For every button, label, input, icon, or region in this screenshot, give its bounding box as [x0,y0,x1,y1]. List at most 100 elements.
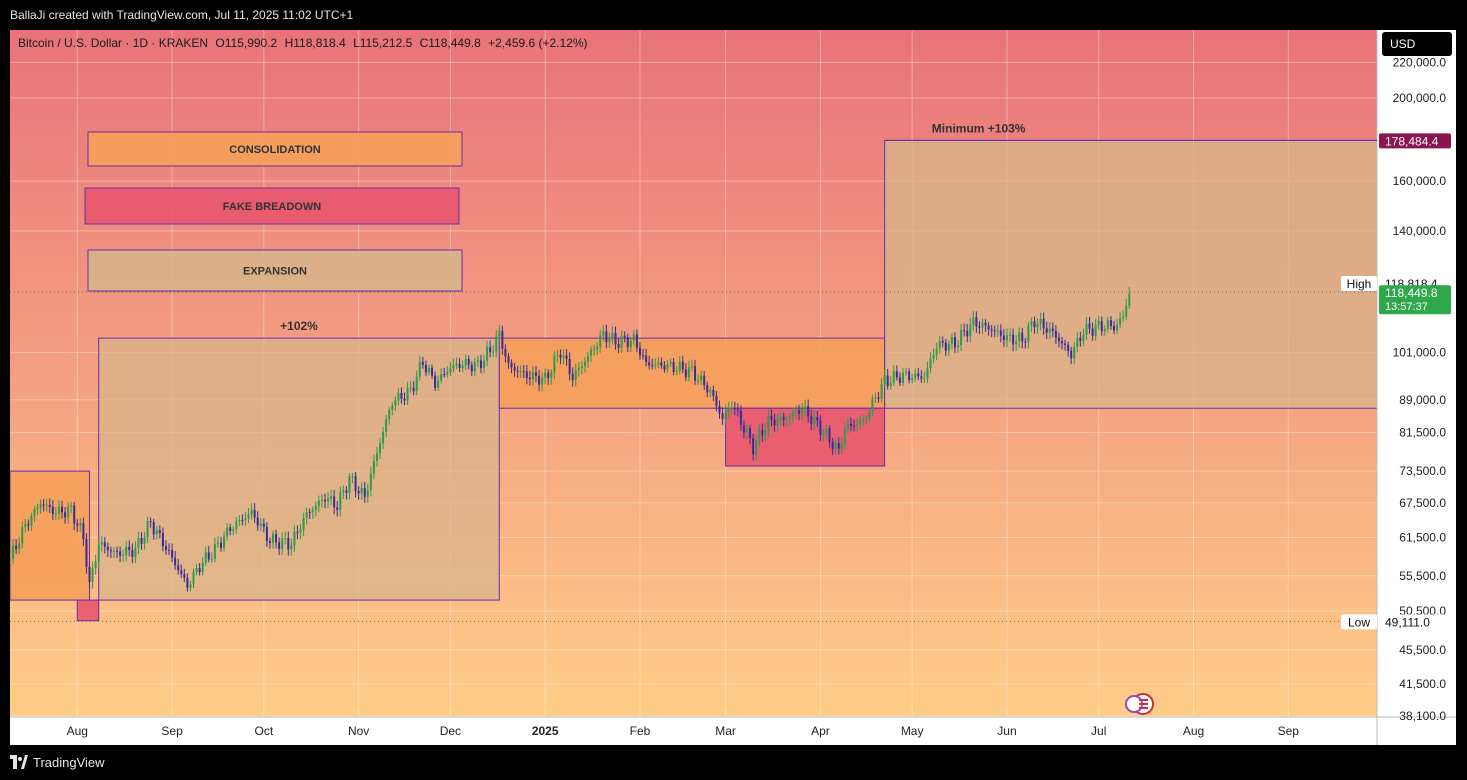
candle-body [1094,324,1097,336]
candle-body [452,365,455,369]
candle-body [1005,335,1008,341]
time-tick-label: Jul [1091,724,1106,738]
candle-body [892,371,895,383]
candle-body [155,530,158,535]
zone-label: +102% [280,319,318,333]
candle-body [675,370,678,373]
candle-body [1100,320,1103,332]
candle-body [125,546,128,555]
candle-body [926,368,929,379]
candle-body [1018,332,1021,341]
candle-body [929,358,932,369]
candle-body [492,351,495,353]
candle-body [654,364,657,366]
price-badge-value: 49,111.0 [1385,615,1430,629]
candle-body [204,552,207,563]
price-axis[interactable]: 220,000.0 200,000.0 160,000.0 140,000.0 101,… [1393,55,1447,723]
candle-body [27,523,30,526]
candle-body [810,416,813,424]
candle-body [755,440,758,455]
candle-body [333,496,336,508]
price-tick-label: 200,000.0 [1393,91,1447,105]
candle-body [379,443,382,454]
candle-body [730,407,733,409]
candle-body [703,375,706,386]
candle-body [960,330,963,346]
candle-body [972,317,975,325]
zone-orange [10,470,91,601]
candle-body [210,558,213,560]
candle-body [1073,346,1076,359]
candle-body [1042,319,1045,329]
candle-body [978,326,981,328]
candle-body [880,384,883,399]
candle-body [975,317,978,327]
candle-body [171,550,174,558]
candle-body [109,550,112,552]
candle-body [963,330,966,332]
candle-body [15,545,18,550]
legend-box-red [84,187,460,225]
candle-body [262,523,265,527]
candle-body [434,375,437,388]
candle-body [944,342,947,351]
footer-brand[interactable]: TradingView [33,755,105,770]
candle-body [953,337,956,348]
candle-body [620,335,623,348]
candle-body [272,533,275,543]
candle-body [553,355,556,373]
candle-body [541,377,544,385]
zones [10,139,1378,622]
candle-body [846,423,849,429]
candle-body [932,355,935,359]
symbol-legend: Bitcoin / U.S. Dollar · 1D · KRAKEN O115… [18,36,592,50]
candle-body [614,332,617,345]
candle-body [201,562,204,573]
candle-body [1030,321,1033,326]
candle-body [727,408,730,412]
candle-body [495,336,498,352]
candle-body [1119,318,1122,325]
candle-body [168,549,171,551]
attribution-text: BallaJi created with TradingView.com, Ju… [10,8,354,22]
candle-body [525,371,528,378]
candle-body [189,584,192,588]
low-value: L115,212.5 [353,36,413,50]
time-axis[interactable]: Aug Sep Oct Nov Dec 2025 Feb Mar Apr May Jun Jul Aug… [67,724,1300,738]
candle-body [1106,320,1109,329]
candle-body [131,550,134,558]
candle-body [798,410,801,414]
candle-body [91,568,94,583]
price-tag-label: Low [1348,615,1370,629]
candle-body [394,400,397,406]
candle-body [290,545,293,550]
candle-body [697,380,700,382]
candle-body [1015,340,1018,345]
candle-body [969,324,972,337]
candle-body [883,375,886,385]
attribution-bar: BallaJi created with TradingView.com, Ju… [0,0,1467,30]
candle-body [776,419,779,426]
candle-body [116,550,119,552]
candle-body [241,520,244,522]
candle-body [489,347,492,352]
candle-body [611,332,614,340]
candle-body [571,373,574,380]
candle-body [253,509,256,518]
candle-body [354,476,357,491]
currency-button[interactable]: USD [1382,32,1452,56]
candle-body [758,429,761,441]
candle-body [819,420,822,435]
price-badges: 178,484.4118,818.4High118,449.813:57:374… [10,133,1451,630]
symbol-name[interactable]: Bitcoin / U.S. Dollar · 1D · KRAKEN [18,36,209,50]
time-tick-label: Sep [1278,724,1300,738]
candle-body [281,538,284,549]
price-chart[interactable]: CONSOLIDATION FAKE BREADOWN EXPANSION +102… [10,30,1456,745]
candle-body [1122,316,1125,319]
tradingview-logo-icon[interactable] [10,755,28,769]
flag-icon[interactable] [1125,693,1154,715]
candle-body [657,362,660,365]
candle-body [275,533,278,543]
candle-body [327,498,330,502]
candle-body [400,393,403,399]
